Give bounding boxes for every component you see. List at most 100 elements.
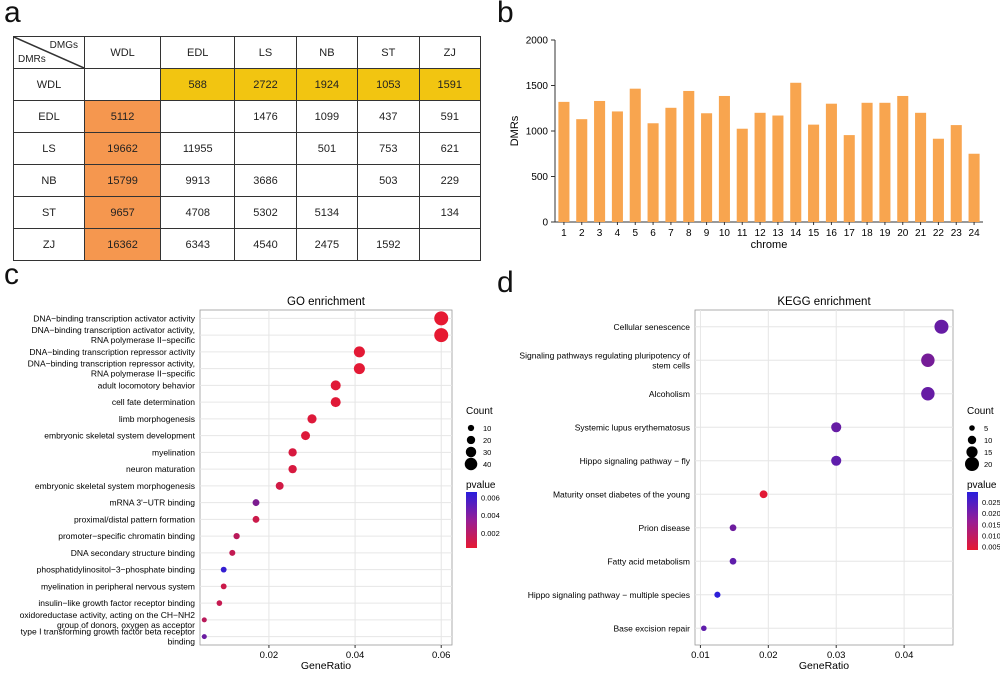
data-point <box>216 600 223 606</box>
table-cell <box>234 132 297 165</box>
label-line: Fatty acid metabolism <box>607 556 690 566</box>
table-cell <box>418 228 482 261</box>
count-legend-dot <box>466 435 476 445</box>
panel-a-label: a <box>4 0 21 29</box>
label-line: Hippo signaling pathway − fly <box>580 456 691 466</box>
table-cell: 16362 <box>83 228 162 261</box>
x-tick-label: 2 <box>579 228 585 239</box>
y-tick-label: proximal/distal pattern formation <box>74 514 195 524</box>
column-header: NB <box>295 36 359 69</box>
bar <box>754 112 766 222</box>
label-line: DNA−binding transcription repressor acti… <box>29 347 195 357</box>
y-tick-label: 2000 <box>526 36 549 47</box>
bar <box>683 90 695 223</box>
x-tick-label: 24 <box>969 228 981 239</box>
label-line: limb morphogenesis <box>119 414 195 424</box>
data-point <box>831 422 842 433</box>
plot-panel <box>199 309 453 646</box>
pvalue-legend-title: pvalue <box>466 480 496 491</box>
label-line: group of donors, oxygen as acceptor <box>57 620 195 630</box>
bar <box>915 112 927 222</box>
table-cell: 1099 <box>295 100 359 133</box>
data-point <box>714 591 721 598</box>
x-tick-label: 0.06 <box>432 650 451 661</box>
count-legend-title: Count <box>466 406 493 417</box>
label-line: mRNA 3'−UTR binding <box>110 498 196 508</box>
label-line: oxidoreductase activity, acting on the C… <box>20 610 196 620</box>
bar <box>701 113 713 222</box>
bar <box>950 125 962 222</box>
y-tick-label: DNA−binding transcription activator acti… <box>33 313 196 323</box>
table-cell: 1924 <box>295 68 359 101</box>
x-tick-label: 5 <box>632 228 638 239</box>
x-tick-label: 21 <box>915 228 927 239</box>
label-line: embryonic skeletal system morphogenesis <box>35 481 195 491</box>
bar <box>897 95 909 222</box>
x-tick-label: 11 <box>737 228 748 239</box>
table-cell: 4708 <box>160 196 236 229</box>
y-tick-label: DNA−binding transcription repressor acti… <box>29 347 195 357</box>
y-tick-label: neuron maturation <box>126 464 195 474</box>
count-legend-dot <box>966 446 978 458</box>
diagonal-line <box>14 37 84 68</box>
table-cell <box>357 196 420 229</box>
count-legend-title: Count <box>967 406 994 417</box>
bar <box>611 111 623 222</box>
data-point <box>921 387 935 401</box>
y-tick-label: myelination <box>152 447 195 457</box>
count-legend-label: 20 <box>984 460 992 469</box>
table-cell: 4540 <box>234 228 297 261</box>
x-tick-label: 10 <box>719 228 731 239</box>
data-point <box>330 380 341 391</box>
table-cell: 9913 <box>160 164 236 197</box>
data-point <box>288 464 297 474</box>
panel-b-label: b <box>497 0 514 29</box>
table-cell: 1591 <box>418 68 482 101</box>
bar <box>558 101 570 222</box>
y-tick-label: 1500 <box>526 81 549 92</box>
table-cell: 1053 <box>357 68 420 101</box>
x-tick-label: 0.01 <box>691 650 710 661</box>
table-cell: 9657 <box>83 196 162 229</box>
table-body: DMGs DMRs WDL EDL LS NB ST ZJ WDL 588 2722 1924 1053… <box>13 36 482 261</box>
dmr-dmg-table: DMGs DMRs WDL EDL LS NB ST ZJ WDL 588 2722 1924 1053… <box>13 36 482 261</box>
table-cell: 753 <box>357 132 420 165</box>
row-header: ZJ <box>13 228 85 261</box>
label-line: Prion disease <box>638 523 690 533</box>
data-point <box>233 532 240 540</box>
pvalue-legend-label: 0.002 <box>481 529 500 538</box>
bar <box>879 102 891 222</box>
count-legend-label: 5 <box>984 424 988 433</box>
count-legend-label: 20 <box>483 436 491 445</box>
x-tick-label: 16 <box>826 228 838 239</box>
label-line: RNA polymerase II−specific <box>91 369 196 379</box>
y-tick-label: Hippo signaling pathway − fly <box>580 456 691 466</box>
y-tick-label: adult locomotory behavior <box>98 380 196 390</box>
pvalue-legend-label: 0.006 <box>481 493 500 502</box>
pvalue-legend-title: pvalue <box>967 480 997 491</box>
data-point <box>921 353 935 367</box>
table-header-row: DMGs DMRs WDL EDL LS NB ST ZJ <box>13 36 482 69</box>
y-tick-label: oxidoreductase activity, acting on the C… <box>20 610 196 630</box>
row-header: ST <box>13 196 85 229</box>
x-tick-label: 0.03 <box>827 650 846 661</box>
y-tick-label: promoter−specific chromatin binding <box>58 531 195 541</box>
table-row: NB 15799 9913 3686 503 229 <box>13 164 482 197</box>
y-tick-label: Alcoholism <box>649 389 690 399</box>
x-tick-label: 22 <box>933 228 945 239</box>
table-row: WDL 588 2722 1924 1053 1591 <box>13 68 482 101</box>
x-tick-label: 23 <box>951 228 963 239</box>
count-legend-label: 15 <box>984 448 992 457</box>
data-point <box>288 448 297 457</box>
data-point <box>201 617 207 623</box>
plot-panel <box>694 309 954 646</box>
bar <box>594 100 606 222</box>
y-tick-label: DNA−binding transcription repressor acti… <box>28 359 196 379</box>
panel-c-label: c <box>4 258 19 291</box>
data-point <box>934 319 949 334</box>
label-line: phosphatidylinositol−3−phosphate binding <box>37 565 196 575</box>
bar <box>808 124 820 222</box>
label-line: Hippo signaling pathway − multiple speci… <box>528 590 690 600</box>
y-tick-label: cell fate determination <box>112 397 195 407</box>
table-cell: 501 <box>295 132 359 165</box>
